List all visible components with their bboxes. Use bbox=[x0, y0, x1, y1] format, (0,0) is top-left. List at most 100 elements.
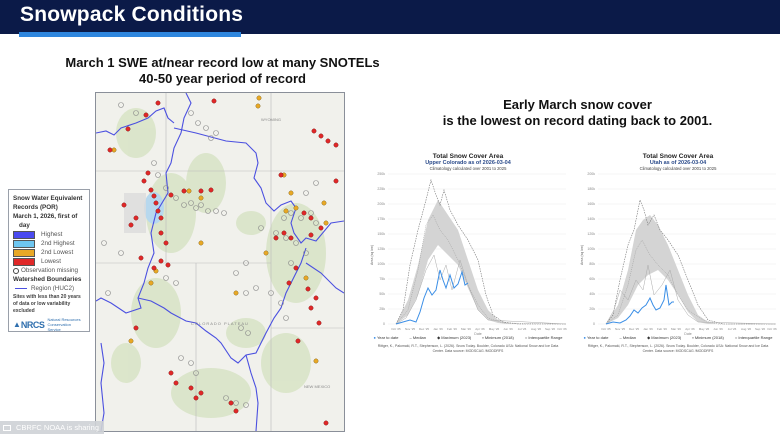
legend-watershed-title: Watershed Boundaries bbox=[13, 276, 82, 283]
right-subtitle-line1: Early March snow cover bbox=[503, 97, 652, 112]
legend-item-2nd-lowest: 2nd Lowest bbox=[13, 248, 85, 257]
legend-note: Sites with less than 20 years of data or… bbox=[13, 294, 81, 314]
svg-text:50k: 50k bbox=[379, 292, 385, 296]
legend-year-to-date[interactable]: ● Year to date bbox=[373, 335, 399, 340]
svg-text:Oct '25: Oct '25 bbox=[601, 327, 611, 331]
nrcs-drop-icon: ▲ bbox=[13, 320, 21, 329]
legend-minimum[interactable]: ▪ Minimum (2018) bbox=[692, 335, 724, 340]
nrcs-text: Natural Resources Conservation Service bbox=[47, 317, 85, 332]
right-subtitle: Early March snow cover is the lowest on … bbox=[400, 97, 755, 129]
swatch-2nd-highest bbox=[13, 239, 35, 248]
legend-iqr[interactable]: ○ Interquartile Range bbox=[524, 335, 563, 340]
svg-text:180k: 180k bbox=[587, 187, 595, 191]
svg-text:140k: 140k bbox=[587, 217, 595, 221]
svg-text:Date: Date bbox=[474, 332, 481, 335]
left-subtitle-line1: March 1 SWE at/near record low at many S… bbox=[65, 55, 380, 70]
legend-title-1: Snow Water Equivalent bbox=[13, 195, 83, 202]
legend-label-region: Region (HUC2) bbox=[31, 285, 75, 292]
legend-median[interactable]: – Median bbox=[619, 335, 636, 340]
svg-text:100k: 100k bbox=[377, 262, 385, 266]
chart-utah: Total Snow Cover Area Utah as of 2026-03… bbox=[578, 152, 778, 357]
left-subtitle-line2: 40-50 year period of record bbox=[139, 71, 306, 86]
svg-text:0: 0 bbox=[383, 322, 385, 326]
svg-text:Jan '26: Jan '26 bbox=[433, 327, 443, 331]
nrcs-logo-block: ▲ NRCS Natural Resources Conservation Se… bbox=[13, 317, 85, 332]
svg-text:225k: 225k bbox=[377, 187, 385, 191]
chart-climatology: Climatology calculated over 2001 to 2025 bbox=[429, 166, 507, 171]
screen-share-banner[interactable]: CBRFC NOAA is sharing bbox=[0, 421, 104, 434]
svg-text:200k: 200k bbox=[377, 202, 385, 206]
svg-text:120k: 120k bbox=[587, 232, 595, 236]
svg-text:40k: 40k bbox=[589, 292, 595, 296]
legend-maximum[interactable]: ◆ Maximum (2023) bbox=[437, 335, 472, 340]
legend-maximum[interactable]: ◆ Maximum (2023) bbox=[647, 335, 682, 340]
svg-text:Jul '26: Jul '26 bbox=[728, 327, 737, 331]
svg-text:Oct '26: Oct '26 bbox=[767, 327, 777, 331]
observation-missing-icon bbox=[13, 267, 19, 274]
legend-label-2nd-lowest: 2nd Lowest bbox=[41, 249, 74, 256]
chart-title: Total Snow Cover Area bbox=[642, 153, 714, 160]
svg-text:Apr '26: Apr '26 bbox=[685, 327, 695, 331]
svg-text:Sep '26: Sep '26 bbox=[545, 327, 555, 331]
svg-text:150k: 150k bbox=[377, 232, 385, 236]
svg-text:Nov '25: Nov '25 bbox=[615, 327, 625, 331]
map-graphic: WYOMING COLORADO PLATEAU NEW MEXICO bbox=[96, 93, 344, 431]
svg-text:250k: 250k bbox=[377, 172, 385, 176]
svg-text:May '26: May '26 bbox=[699, 327, 710, 331]
monitor-icon bbox=[3, 424, 11, 431]
svg-text:175k: 175k bbox=[377, 217, 385, 221]
legend-item-highest: Highest bbox=[13, 230, 85, 239]
region-line-icon bbox=[15, 288, 27, 289]
svg-text:Apr '26: Apr '26 bbox=[475, 327, 485, 331]
left-subtitle: March 1 SWE at/near record low at many S… bbox=[40, 55, 405, 87]
legend-label-highest: Highest bbox=[41, 231, 63, 238]
chart-title: Total Snow Cover Area bbox=[432, 153, 504, 160]
svg-text:Jul '26: Jul '26 bbox=[518, 327, 527, 331]
title-underline bbox=[19, 32, 241, 37]
snotel-map: WYOMING COLORADO PLATEAU NEW MEXICO bbox=[95, 92, 345, 432]
map-label-plateau: COLORADO PLATEAU bbox=[191, 321, 249, 326]
legend-year-to-date[interactable]: ● Year to date bbox=[583, 335, 609, 340]
svg-text:Area (sq km): Area (sq km) bbox=[580, 245, 584, 265]
swatch-highest bbox=[13, 230, 35, 239]
svg-text:Jun '26: Jun '26 bbox=[503, 327, 513, 331]
legend-title-2: Records (POR) bbox=[13, 204, 58, 211]
svg-text:Sep '26: Sep '26 bbox=[755, 327, 765, 331]
chart-citation: Rittger, K., Palomaki, R.T., Stephenson,… bbox=[377, 344, 559, 353]
svg-text:Dec '25: Dec '25 bbox=[629, 327, 639, 331]
map-legend: Snow Water Equivalent Records (POR) Marc… bbox=[8, 189, 90, 332]
legend-item-lowest: Lowest bbox=[13, 257, 85, 266]
nrcs-text-line2: Conservation Service bbox=[47, 322, 72, 332]
svg-text:May '26: May '26 bbox=[489, 327, 500, 331]
legend-minimum[interactable]: ▪ Minimum (2018) bbox=[482, 335, 514, 340]
page-title: Snowpack Conditions bbox=[20, 3, 244, 26]
legend-iqr[interactable]: ○ Interquartile Range bbox=[734, 335, 773, 340]
map-label-new-mexico: NEW MEXICO bbox=[304, 384, 330, 389]
svg-text:160k: 160k bbox=[587, 202, 595, 206]
chart-subtitle: Upper Colorado as of 2026-03-04 bbox=[425, 160, 511, 166]
svg-text:Area (sq km): Area (sq km) bbox=[370, 245, 374, 265]
share-text: CBRFC NOAA is sharing bbox=[16, 423, 99, 432]
chart-citation: Rittger, K., Palomaki, R.T., Stephenson,… bbox=[587, 344, 769, 353]
svg-text:200k: 200k bbox=[587, 172, 595, 176]
svg-text:Aug '26: Aug '26 bbox=[531, 327, 541, 331]
svg-text:Mar '26: Mar '26 bbox=[671, 327, 681, 331]
map-label-wyoming: WYOMING bbox=[261, 117, 281, 122]
legend-label-2nd-highest: 2nd Highest bbox=[41, 240, 75, 247]
svg-text:60k: 60k bbox=[589, 277, 595, 281]
svg-text:Feb '26: Feb '26 bbox=[447, 327, 457, 331]
svg-text:20k: 20k bbox=[589, 307, 595, 311]
legend-median[interactable]: – Median bbox=[409, 335, 426, 340]
svg-text:Dec '25: Dec '25 bbox=[419, 327, 429, 331]
legend-item-2nd-highest: 2nd Highest bbox=[13, 239, 85, 248]
legend-title-3: March 1, 2026, first of bbox=[13, 213, 78, 220]
right-subtitle-line2: is the lowest on record dating back to 2… bbox=[442, 113, 713, 128]
legend-item-missing: Observation missing bbox=[13, 266, 85, 275]
swatch-lowest bbox=[13, 257, 35, 266]
svg-text:100k: 100k bbox=[587, 247, 595, 251]
chart-climatology: Climatology calculated over 2001 to 2025 bbox=[639, 166, 717, 171]
legend-label-missing: Observation missing bbox=[21, 267, 79, 274]
svg-text:Jan '26: Jan '26 bbox=[643, 327, 653, 331]
chart-upper-colorado: Total Snow Cover Area Upper Colorado as … bbox=[368, 152, 568, 357]
svg-text:Date: Date bbox=[684, 332, 691, 335]
